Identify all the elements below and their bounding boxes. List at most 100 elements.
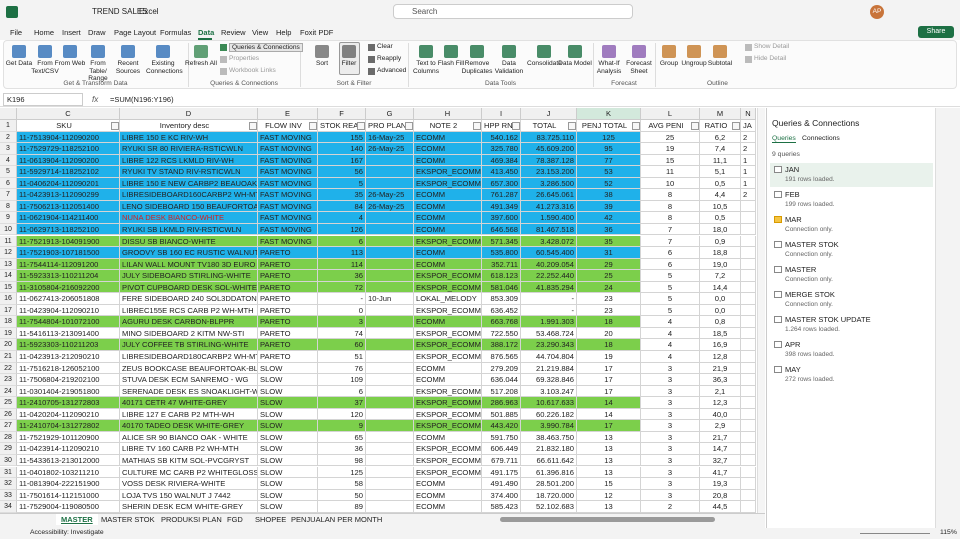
ribbon-button[interactable]: Consolidate (527, 60, 562, 67)
cell[interactable]: PARETO (258, 281, 318, 294)
cell[interactable]: FAST MOVING (258, 200, 318, 213)
cell[interactable]: 74 (318, 327, 366, 340)
cell[interactable]: 22.252.440 (521, 270, 577, 282)
cell[interactable]: 1 (741, 166, 756, 178)
cell[interactable]: FAST MOVING (258, 235, 318, 248)
cell[interactable]: 3 (641, 420, 700, 432)
cell[interactable]: 14 (577, 397, 641, 409)
cell[interactable]: 126 (318, 223, 366, 236)
cell[interactable]: 78.387.128 (521, 154, 577, 167)
cell[interactable]: 540.162 (482, 131, 521, 144)
filter-dropdown[interactable] (732, 122, 740, 130)
cell[interactable]: 5,1 (700, 166, 741, 178)
cell[interactable]: 3.990.784 (521, 420, 577, 432)
cell[interactable]: 11-7521929-101120900 (17, 431, 120, 444)
cell[interactable]: 397.600 (482, 212, 521, 224)
query-name[interactable]: MAY (785, 365, 801, 374)
cell[interactable]: 3 (641, 431, 700, 444)
cell[interactable]: ECOMM (414, 374, 482, 386)
query-name[interactable]: MERGE STOK (785, 290, 835, 299)
cell[interactable]: EKSPOR_ECOMM (414, 304, 482, 317)
cell[interactable]: 10.617.633 (521, 397, 577, 409)
cell[interactable]: PARETO (258, 247, 318, 259)
ribbon-tab[interactable]: Page Layout (114, 28, 157, 37)
cell[interactable]: PRO PLAN (366, 120, 414, 132)
cell[interactable]: 3 (641, 385, 700, 398)
cell[interactable]: 19,0 (700, 258, 741, 271)
cell[interactable]: 491.490 (482, 478, 521, 490)
row-header[interactable]: 20 (0, 339, 17, 351)
row-header[interactable]: 15 (0, 281, 17, 294)
cell[interactable]: 3 (641, 408, 700, 421)
cell[interactable]: 15 (641, 154, 700, 167)
cell[interactable]: 23 (577, 304, 641, 317)
row-header[interactable]: 26 (0, 408, 17, 421)
cell[interactable]: PARETO (258, 258, 318, 271)
cell[interactable]: ECOMM (414, 489, 482, 502)
cell[interactable]: PARETO (258, 327, 318, 340)
cell[interactable]: 5 (641, 304, 700, 317)
ribbon-tab[interactable]: Help (276, 28, 292, 37)
cell[interactable] (741, 420, 756, 432)
cell[interactable]: 374.400 (482, 489, 521, 502)
cell[interactable]: LOKAL_MELODY (414, 293, 482, 305)
cell[interactable]: 11-0401802-103211210 (17, 466, 120, 479)
column-header[interactable]: K (577, 108, 641, 120)
filter-dropdown[interactable] (405, 122, 413, 130)
filter-dropdown[interactable] (357, 122, 365, 130)
cell[interactable]: 11-0627413-206051808 (17, 293, 120, 305)
cell[interactable] (366, 478, 414, 490)
filter-dropdown[interactable] (249, 122, 257, 130)
column-header[interactable]: G (366, 108, 414, 120)
cell[interactable] (741, 316, 756, 328)
cell[interactable]: 36 (577, 223, 641, 236)
cell[interactable]: FAST MOVING (258, 131, 318, 144)
cell[interactable]: 17 (577, 385, 641, 398)
cell[interactable] (741, 374, 756, 386)
ribbon-button[interactable]: Forecast Sheet (626, 60, 652, 75)
cell[interactable] (741, 454, 756, 467)
cell[interactable]: 50 (318, 489, 366, 502)
cell[interactable]: 11-7501614-112151000 (17, 489, 120, 502)
cell[interactable]: FERE SIDEBOARD 240 SOL3DDATONG (120, 293, 258, 305)
cell[interactable]: SLOW (258, 478, 318, 490)
cell[interactable]: ECOMM (414, 223, 482, 236)
cell[interactable]: 591.750 (482, 431, 521, 444)
ribbon-tab[interactable]: Foxit PDF (300, 28, 334, 37)
ribbon-button[interactable]: From Web (54, 60, 86, 67)
cell[interactable]: 14,7 (700, 443, 741, 455)
cell[interactable]: 77 (577, 154, 641, 167)
cell[interactable]: 0,5 (700, 212, 741, 224)
cell[interactable] (741, 478, 756, 490)
cell[interactable]: 69.328.846 (521, 374, 577, 386)
cell[interactable]: 114 (318, 258, 366, 271)
cell[interactable]: 38 (577, 189, 641, 201)
cell[interactable]: 18,8 (700, 247, 741, 259)
cell[interactable]: SLOW (258, 443, 318, 455)
query-name[interactable]: FEB (785, 190, 800, 199)
cell[interactable]: 2 (641, 501, 700, 513)
cell[interactable]: AGURU DESK CARBON-BLPPR (120, 316, 258, 328)
cell[interactable]: 5 (641, 293, 700, 305)
cell[interactable]: PARETO (258, 339, 318, 351)
row-header[interactable]: 5 (0, 166, 17, 178)
cell[interactable] (741, 397, 756, 409)
ribbon-small-button[interactable]: Hide Detail (754, 55, 787, 62)
row-header[interactable]: 7 (0, 189, 17, 201)
cell[interactable] (741, 281, 756, 294)
cell[interactable]: JA (741, 120, 756, 132)
cell[interactable]: 41,7 (700, 466, 741, 479)
cell[interactable]: SLOW (258, 454, 318, 467)
cell[interactable]: 11-2410704-131272802 (17, 420, 120, 432)
cell[interactable]: PIVOT CUPBOARD DESK SOL-WHITE (120, 281, 258, 294)
row-header[interactable]: 11 (0, 235, 17, 248)
cell[interactable]: 13 (577, 501, 641, 513)
cell[interactable]: 11-3105804-216092200 (17, 281, 120, 294)
cell[interactable]: 286.963 (482, 397, 521, 409)
cell[interactable]: FAST MOVING (258, 143, 318, 155)
cell[interactable]: 3 (641, 374, 700, 386)
cell[interactable]: 3 (641, 454, 700, 467)
cell[interactable]: 56 (318, 166, 366, 178)
cell[interactable]: 0,8 (700, 316, 741, 328)
cell[interactable]: LIBRE 122 RCS LKMLD RIV-WH (120, 154, 258, 167)
